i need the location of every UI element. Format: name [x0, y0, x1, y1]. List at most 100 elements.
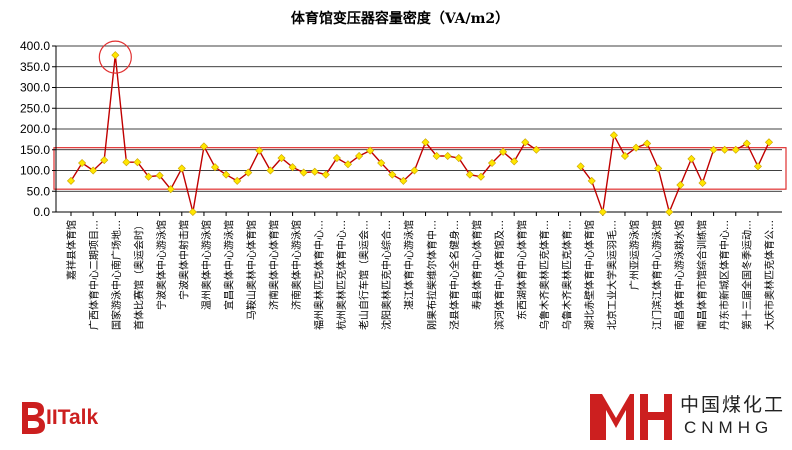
series-segment [580, 132, 770, 215]
data-point [133, 158, 142, 167]
data-point [654, 164, 663, 173]
data-point [764, 138, 774, 147]
data-point [144, 172, 153, 181]
data-point [166, 185, 175, 194]
data-point [620, 151, 629, 160]
x-tick-label: 宁波奥体中心游泳馆 [155, 220, 168, 310]
data-point [443, 151, 452, 160]
data-point [89, 166, 98, 175]
x-tick-label: 济南奥体中心游泳馆 [290, 220, 303, 310]
x-tick-label: 济南奥体中心体育馆 [268, 220, 281, 310]
x-tick-label: 大庆市奥林匹克体育公… [763, 220, 776, 330]
y-tick-label: 0.0 [33, 205, 50, 219]
y-tick-label: 50.0 [27, 184, 51, 198]
x-tick-label: 刚果布拉柴维尔体育中… [425, 220, 438, 330]
x-tick-label: 南昌体育中心游泳跳水馆 [673, 220, 686, 330]
data-point [510, 157, 519, 166]
data-point [753, 162, 762, 171]
data-point [188, 207, 197, 217]
data-point [111, 51, 120, 60]
data-point [598, 207, 607, 217]
data-point [366, 146, 375, 155]
data-point [321, 170, 330, 179]
data-point [499, 147, 508, 156]
data-point [532, 145, 541, 154]
peak-circle [98, 40, 132, 74]
x-tick-label: 温州奥体中心游泳馆 [200, 220, 213, 310]
series-segment [70, 55, 537, 213]
reference-band [53, 147, 787, 190]
data-point [177, 164, 186, 173]
data-point [310, 167, 319, 176]
y-tick-label: 150.0 [20, 143, 50, 157]
x-tick-label: 老山自行车馆（奥运会… [358, 220, 371, 330]
data-point [388, 170, 397, 179]
x-tick-labels: 嘉祥县体育馆 广西体育中心二期项目… 国家游泳中心南广场地… 首体比赛馆（奥运会时） 宁… [65, 220, 776, 330]
data-point [454, 154, 463, 163]
x-tick-label: 北京工业大学奥运羽毛… [605, 220, 618, 330]
data-point [122, 158, 131, 167]
data-point [277, 154, 286, 163]
data-point [222, 170, 231, 179]
data-point [288, 163, 297, 172]
y-tick-label: 100.0 [20, 164, 50, 178]
x-tick-label: 宁波奥体中射击馆 [178, 220, 191, 300]
data-point [432, 151, 441, 160]
data-point [687, 154, 696, 163]
x-tick-label: 湖北赤壁体育中心体育馆 [583, 220, 596, 330]
series-line [70, 55, 770, 215]
data-point [487, 159, 497, 168]
x-tick-label: 江门滨江体育中心游泳馆 [650, 220, 663, 330]
data-point [78, 159, 87, 168]
data-point [643, 139, 652, 148]
bitalk-logo-icon [22, 402, 45, 434]
x-tick-label: 广西体育中心二期项目… [88, 220, 101, 330]
cnmhg-english-text: CNMHG [684, 418, 774, 437]
x-tick-label: 丹东市新城区体育中心… [718, 220, 731, 330]
x-tick-label: 首体比赛馆（奥运会时） [133, 220, 146, 330]
cnmhg-logo-icon [590, 394, 672, 440]
data-point [211, 163, 220, 172]
data-point [266, 166, 275, 175]
y-tick-label: 400.0 [20, 39, 50, 53]
data-point [355, 151, 364, 160]
data-point [399, 176, 408, 185]
x-tick-label: 宜昌奥体中心游泳馆 [223, 220, 236, 310]
data-point [587, 176, 596, 185]
y-tick-label: 200.0 [20, 122, 50, 136]
data-point [632, 143, 641, 152]
x-tick-label: 滨河体育中心体育馆及… [493, 220, 506, 330]
x-tick-label: 沈阳奥林匹克中心综合… [380, 220, 393, 330]
x-tick-label: 寿县体育中心体育馆 [470, 220, 483, 310]
x-tick-label: 嘉祥县体育馆 [65, 220, 78, 280]
data-point [332, 154, 341, 163]
data-points [66, 51, 774, 217]
chart-title: 体育馆变压器容量密度（VA/m2） [291, 10, 509, 27]
peak-highlight-circle [98, 40, 132, 74]
data-point [576, 162, 585, 171]
data-point [233, 176, 242, 185]
data-point [377, 159, 386, 168]
x-tick-label: 国家游泳中心南广场地… [110, 220, 123, 330]
data-point [343, 160, 353, 169]
data-point [255, 146, 264, 155]
data-point [476, 172, 485, 181]
data-point [698, 178, 707, 187]
data-point [742, 139, 751, 148]
axes [52, 45, 782, 216]
x-tick-label: 泾县体育中心全名健身… [448, 220, 461, 330]
data-point [731, 145, 740, 154]
bitalk-watermark: IITalk [18, 398, 128, 438]
y-tick-label: 300.0 [20, 81, 50, 95]
x-tick-label: 广州亚运游泳馆 [628, 220, 641, 290]
x-tick-label: 福州奥林匹克体育中心… [313, 220, 326, 330]
data-point [66, 176, 76, 185]
data-point [410, 166, 419, 175]
data-point [155, 171, 164, 180]
x-tick-label: 乌鲁木齐奥林匹克体育… [560, 220, 573, 330]
y-tick-label: 350.0 [20, 60, 50, 74]
data-point [465, 170, 474, 179]
x-tick-label: 杭州奥林匹克体育中心… [335, 220, 348, 330]
reference-band-box [53, 147, 787, 190]
y-tick-label: 250.0 [20, 101, 50, 115]
